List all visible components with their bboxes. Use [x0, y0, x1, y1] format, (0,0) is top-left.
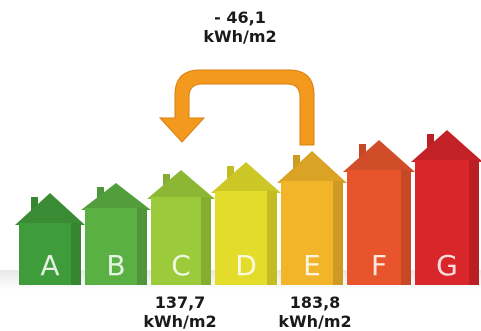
house-a-letter: A — [40, 249, 59, 282]
house-e-letter: E — [303, 249, 321, 282]
house-g-letter: G — [436, 249, 458, 282]
house-d-wall — [215, 191, 277, 285]
house-d-letter: D — [235, 249, 257, 282]
house-a-roof — [15, 193, 85, 225]
house-f-shade — [401, 170, 411, 285]
house-e-roof — [277, 151, 347, 183]
class-e-consumption-unit: kWh/m2 — [278, 312, 352, 331]
house-c-shade — [201, 197, 211, 285]
house-a-shade — [71, 223, 81, 285]
house-e-wall — [281, 181, 343, 285]
house-c: C — [147, 170, 215, 285]
house-c-letter: C — [171, 249, 191, 282]
class-c-consumption-unit: kWh/m2 — [143, 312, 217, 331]
house-a-wall — [19, 223, 81, 285]
house-a: A — [15, 193, 85, 285]
house-d-roof — [211, 162, 281, 193]
house-d: D — [211, 162, 281, 285]
house-b-shade — [137, 208, 147, 285]
energy-saving-unit: kWh/m2 — [203, 27, 277, 46]
house-f-letter: F — [371, 249, 387, 282]
house-g-roof — [411, 130, 481, 162]
curved-arrow-icon — [158, 69, 315, 146]
house-d-shade — [267, 191, 277, 285]
class-e-consumption-label: 183,8 kWh/m2 — [260, 293, 370, 331]
house-g-wall — [415, 160, 479, 285]
house-b-roof — [81, 183, 151, 210]
class-e-consumption-value: 183,8 — [289, 293, 341, 312]
house-b-letter: B — [106, 249, 125, 282]
house-b: B — [81, 183, 151, 285]
class-c-consumption-label: 137,7 kWh/m2 — [125, 293, 235, 331]
energy-saving-label: - 46,1 kWh/m2 — [185, 8, 295, 46]
house-f-roof — [343, 140, 415, 172]
energy-saving-value: - 46,1 — [214, 8, 266, 27]
house-b-wall — [85, 208, 147, 285]
house-e-shade — [333, 181, 343, 285]
house-g-shade — [469, 160, 479, 285]
house-e: E — [277, 151, 347, 285]
house-g: G — [411, 130, 481, 285]
house-f: F — [343, 140, 415, 285]
house-c-roof — [147, 170, 215, 199]
house-f-wall — [347, 170, 411, 285]
class-c-consumption-value: 137,7 — [154, 293, 206, 312]
